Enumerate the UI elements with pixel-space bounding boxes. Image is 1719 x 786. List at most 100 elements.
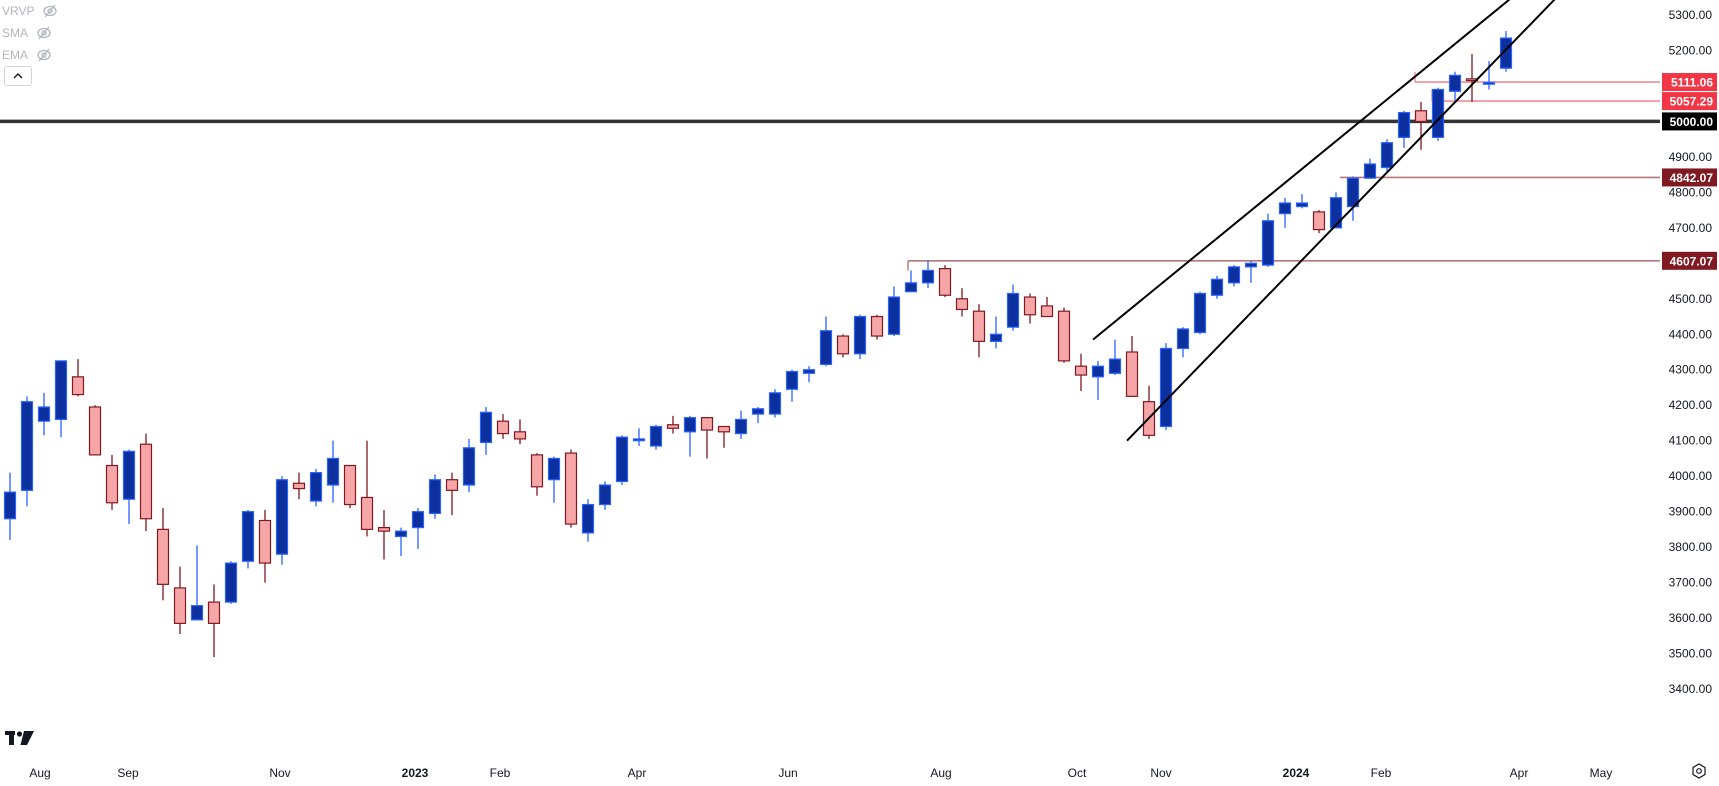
candle[interactable]: [1057, 307, 1071, 363]
candle[interactable]: [1482, 61, 1496, 90]
candle[interactable]: [343, 464, 357, 509]
candle[interactable]: [71, 359, 85, 397]
candle[interactable]: [1465, 54, 1479, 102]
trend-channel-line[interactable]: [1092, 0, 1511, 341]
candle[interactable]: [479, 406, 493, 455]
eye-off-icon[interactable]: [42, 4, 58, 18]
candle[interactable]: [1278, 197, 1292, 228]
candle[interactable]: [258, 509, 272, 583]
candle[interactable]: [1261, 213, 1275, 267]
candle[interactable]: [938, 265, 952, 298]
candle[interactable]: [530, 453, 544, 496]
candle[interactable]: [598, 481, 612, 510]
candle[interactable]: [615, 435, 629, 486]
candle[interactable]: [632, 428, 646, 447]
candle[interactable]: [989, 316, 1003, 349]
candle[interactable]: [139, 433, 153, 532]
candle[interactable]: [1397, 110, 1411, 149]
candle[interactable]: [1363, 158, 1377, 179]
candle[interactable]: [207, 584, 221, 658]
candle[interactable]: [1227, 265, 1241, 287]
candle[interactable]: [462, 438, 476, 493]
indicator-vrvp[interactable]: VRVP: [2, 0, 58, 22]
candle[interactable]: [1312, 210, 1326, 234]
candle[interactable]: [870, 314, 884, 340]
candle[interactable]: [173, 566, 187, 635]
candle[interactable]: [1210, 275, 1224, 299]
candle[interactable]: [122, 449, 136, 525]
candle[interactable]: [190, 545, 204, 621]
candle[interactable]: [1499, 30, 1513, 72]
candle[interactable]: [819, 316, 833, 367]
candle[interactable]: [921, 260, 935, 289]
candle[interactable]: [1074, 353, 1088, 392]
candle[interactable]: [1448, 71, 1462, 101]
candle[interactable]: [156, 508, 170, 601]
candle[interactable]: [700, 417, 714, 459]
candle[interactable]: [581, 499, 595, 542]
candle[interactable]: [428, 474, 442, 519]
candle[interactable]: [105, 454, 119, 510]
candle[interactable]: [547, 456, 561, 503]
candle[interactable]: [649, 424, 663, 450]
candle[interactable]: [445, 472, 459, 516]
candle[interactable]: [955, 288, 969, 317]
candle[interactable]: [1346, 176, 1360, 221]
candle[interactable]: [1193, 291, 1207, 335]
candle[interactable]: [683, 415, 697, 457]
candle[interactable]: [887, 286, 901, 337]
candle[interactable]: [1108, 339, 1122, 376]
candle[interactable]: [1125, 336, 1139, 397]
candle[interactable]: [241, 509, 255, 569]
candle[interactable]: [3, 472, 17, 541]
candle[interactable]: [513, 419, 527, 445]
candle[interactable]: [768, 389, 782, 418]
candle[interactable]: [785, 369, 799, 402]
candle[interactable]: [1006, 284, 1020, 331]
candle[interactable]: [751, 406, 765, 423]
candle[interactable]: [853, 314, 867, 360]
candle[interactable]: [1295, 194, 1309, 209]
candle[interactable]: [904, 270, 918, 293]
candle[interactable]: [496, 414, 510, 439]
candle[interactable]: [309, 469, 323, 507]
candle[interactable]: [1040, 297, 1054, 318]
candle[interactable]: [20, 396, 34, 507]
candle[interactable]: [411, 508, 425, 549]
candle[interactable]: [275, 476, 289, 565]
candle[interactable]: [1159, 343, 1173, 431]
eye-off-icon[interactable]: [36, 48, 52, 62]
indicator-ema[interactable]: EMA: [2, 44, 58, 66]
candle[interactable]: [1244, 261, 1258, 283]
candle[interactable]: [224, 561, 238, 604]
candle[interactable]: [54, 360, 68, 438]
candle[interactable]: [717, 425, 731, 448]
candle[interactable]: [377, 509, 391, 560]
candle[interactable]: [1431, 87, 1445, 141]
collapse-legend-button[interactable]: [4, 66, 32, 86]
candle[interactable]: [666, 415, 680, 434]
candle[interactable]: [292, 472, 306, 500]
candle[interactable]: [394, 527, 408, 556]
candle[interactable]: [37, 392, 51, 436]
chart-settings-button[interactable]: [1690, 762, 1710, 782]
candle[interactable]: [734, 410, 748, 439]
candle[interactable]: [564, 449, 578, 528]
candle[interactable]: [972, 304, 986, 358]
candle[interactable]: [1142, 385, 1156, 439]
candle[interactable]: [1380, 139, 1394, 172]
candle[interactable]: [88, 405, 102, 456]
candle[interactable]: [836, 334, 850, 358]
indicator-sma[interactable]: SMA: [2, 22, 58, 44]
candle[interactable]: [326, 440, 340, 503]
candle[interactable]: [1414, 101, 1428, 150]
candle[interactable]: [1329, 192, 1343, 229]
candle[interactable]: [1023, 293, 1037, 324]
candle[interactable]: [360, 440, 374, 537]
trend-channel-line[interactable]: [1126, 0, 1556, 442]
candle[interactable]: [802, 366, 816, 383]
candle[interactable]: [1176, 327, 1190, 358]
candle[interactable]: [1091, 360, 1105, 400]
eye-off-icon[interactable]: [36, 26, 52, 40]
